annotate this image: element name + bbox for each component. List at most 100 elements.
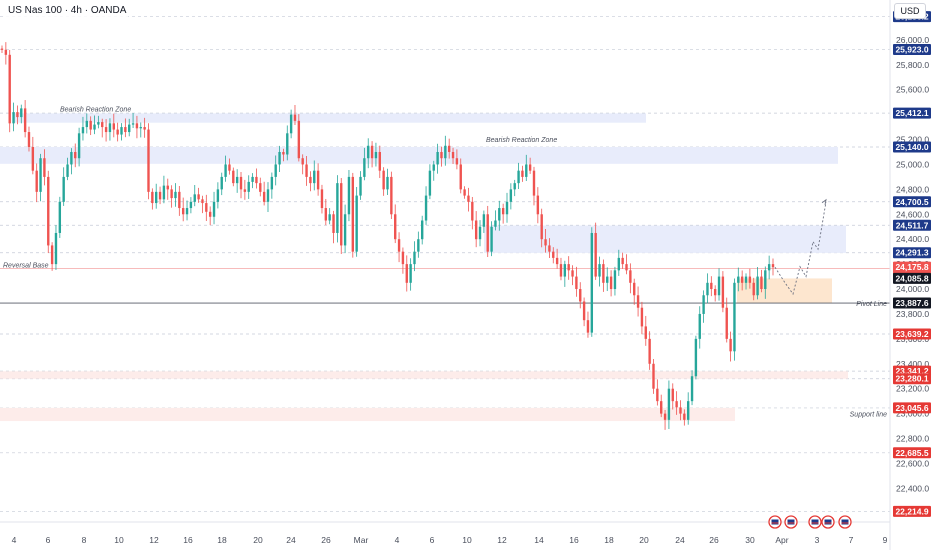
price-badge-label-5: 24,511.7 xyxy=(896,220,929,230)
time-tick-label: 26 xyxy=(709,535,719,545)
candle xyxy=(397,239,401,252)
candle xyxy=(617,257,620,271)
candle xyxy=(66,164,69,177)
candle xyxy=(471,201,474,221)
symbol-title[interactable]: US Nas 100 · 4h · OANDA xyxy=(6,4,129,17)
candle xyxy=(16,112,19,118)
candle xyxy=(710,282,713,290)
time-tick-label: 6 xyxy=(430,535,435,545)
candle xyxy=(50,245,54,265)
resistance-zone xyxy=(484,225,846,253)
price-badge-5 xyxy=(893,219,931,231)
candle xyxy=(733,282,736,352)
candles xyxy=(0,42,775,430)
candle xyxy=(444,145,447,159)
candle xyxy=(181,208,185,215)
candle xyxy=(235,176,239,184)
candle xyxy=(675,401,678,408)
time-tick-label: 24 xyxy=(286,535,296,545)
currency-button[interactable]: USD xyxy=(894,3,926,19)
candle xyxy=(282,151,285,155)
time-tick-label: 18 xyxy=(604,535,614,545)
price-tick-label: 24,000.0 xyxy=(896,284,929,294)
candle xyxy=(305,164,308,177)
candle xyxy=(633,282,636,296)
candle xyxy=(355,195,358,252)
candle xyxy=(139,127,142,129)
candle xyxy=(112,123,115,130)
price-badge-label-9: 23,887.6 xyxy=(895,298,928,308)
candle xyxy=(725,307,728,339)
event-flag-body xyxy=(787,519,795,525)
candle xyxy=(737,276,740,283)
candle xyxy=(509,189,513,202)
candle xyxy=(663,413,667,420)
candle xyxy=(432,164,435,171)
candle xyxy=(382,170,385,190)
candle xyxy=(486,214,489,252)
candle xyxy=(498,208,501,221)
candle xyxy=(636,295,640,308)
price-tick-label: 25,000.0 xyxy=(896,159,929,169)
event-flag-icon[interactable] xyxy=(768,515,782,529)
candle xyxy=(197,194,200,200)
event-flag-icon[interactable] xyxy=(808,515,822,529)
candle xyxy=(351,176,355,252)
time-axis[interactable]: 4 6 8 10 12 16 18 20 24 26 Mar 4 6 10 12 14 16 18 20 24 26 30… xyxy=(0,515,890,545)
candle xyxy=(629,270,632,283)
chart-grid xyxy=(0,16,890,512)
candle xyxy=(679,407,682,414)
candle xyxy=(232,170,235,184)
candle xyxy=(54,232,58,265)
price-badge-10 xyxy=(893,328,931,340)
candle xyxy=(208,211,212,217)
chart-annotations: Bearish Reaction Zone Bearish Reaction Zo… xyxy=(3,106,887,418)
event-flag-body xyxy=(771,519,779,525)
candle xyxy=(301,158,304,165)
candle xyxy=(374,151,378,159)
candle xyxy=(58,201,62,233)
event-flag-body xyxy=(841,519,849,525)
event-flag-icon[interactable] xyxy=(784,515,798,529)
event-flag-icon[interactable] xyxy=(838,515,852,529)
candle xyxy=(683,413,686,420)
candle xyxy=(39,158,42,192)
candle xyxy=(548,245,551,252)
candle xyxy=(363,158,366,177)
candle xyxy=(23,108,27,133)
price-tick-label: 25,600.0 xyxy=(896,85,929,95)
bearish-zone-1 xyxy=(14,113,646,123)
price-tick-label: 23,800.0 xyxy=(896,309,929,319)
event-flag-icon[interactable] xyxy=(821,515,835,529)
projection-path xyxy=(774,198,827,296)
candle xyxy=(752,282,755,296)
candle xyxy=(185,208,189,215)
support-line-label: Support line xyxy=(850,412,887,419)
candle xyxy=(698,313,701,339)
price-badge-label-12: 23,280.1 xyxy=(895,374,928,384)
candle xyxy=(289,114,293,134)
candle xyxy=(451,151,455,159)
candle xyxy=(243,189,247,192)
candle xyxy=(690,376,694,402)
candle xyxy=(343,214,347,246)
candle xyxy=(640,307,644,327)
price-badge-8 xyxy=(893,272,931,284)
candle xyxy=(563,264,567,277)
candle xyxy=(101,122,104,128)
candle xyxy=(505,201,509,215)
time-tick-label: 10 xyxy=(462,535,472,545)
candle xyxy=(278,151,281,165)
candle xyxy=(340,183,343,246)
candle xyxy=(328,214,331,221)
time-tick-label: 6 xyxy=(46,535,51,545)
candle xyxy=(417,239,420,252)
price-badge-6 xyxy=(893,247,931,259)
candle xyxy=(228,164,231,171)
price-axis[interactable]: 26,000.025,800.025,600.025,400.025,200.0… xyxy=(889,0,932,550)
candle xyxy=(590,232,594,333)
candle xyxy=(621,257,624,265)
price-badge-label-13: 23,045.6 xyxy=(895,403,928,413)
candle xyxy=(740,276,744,283)
